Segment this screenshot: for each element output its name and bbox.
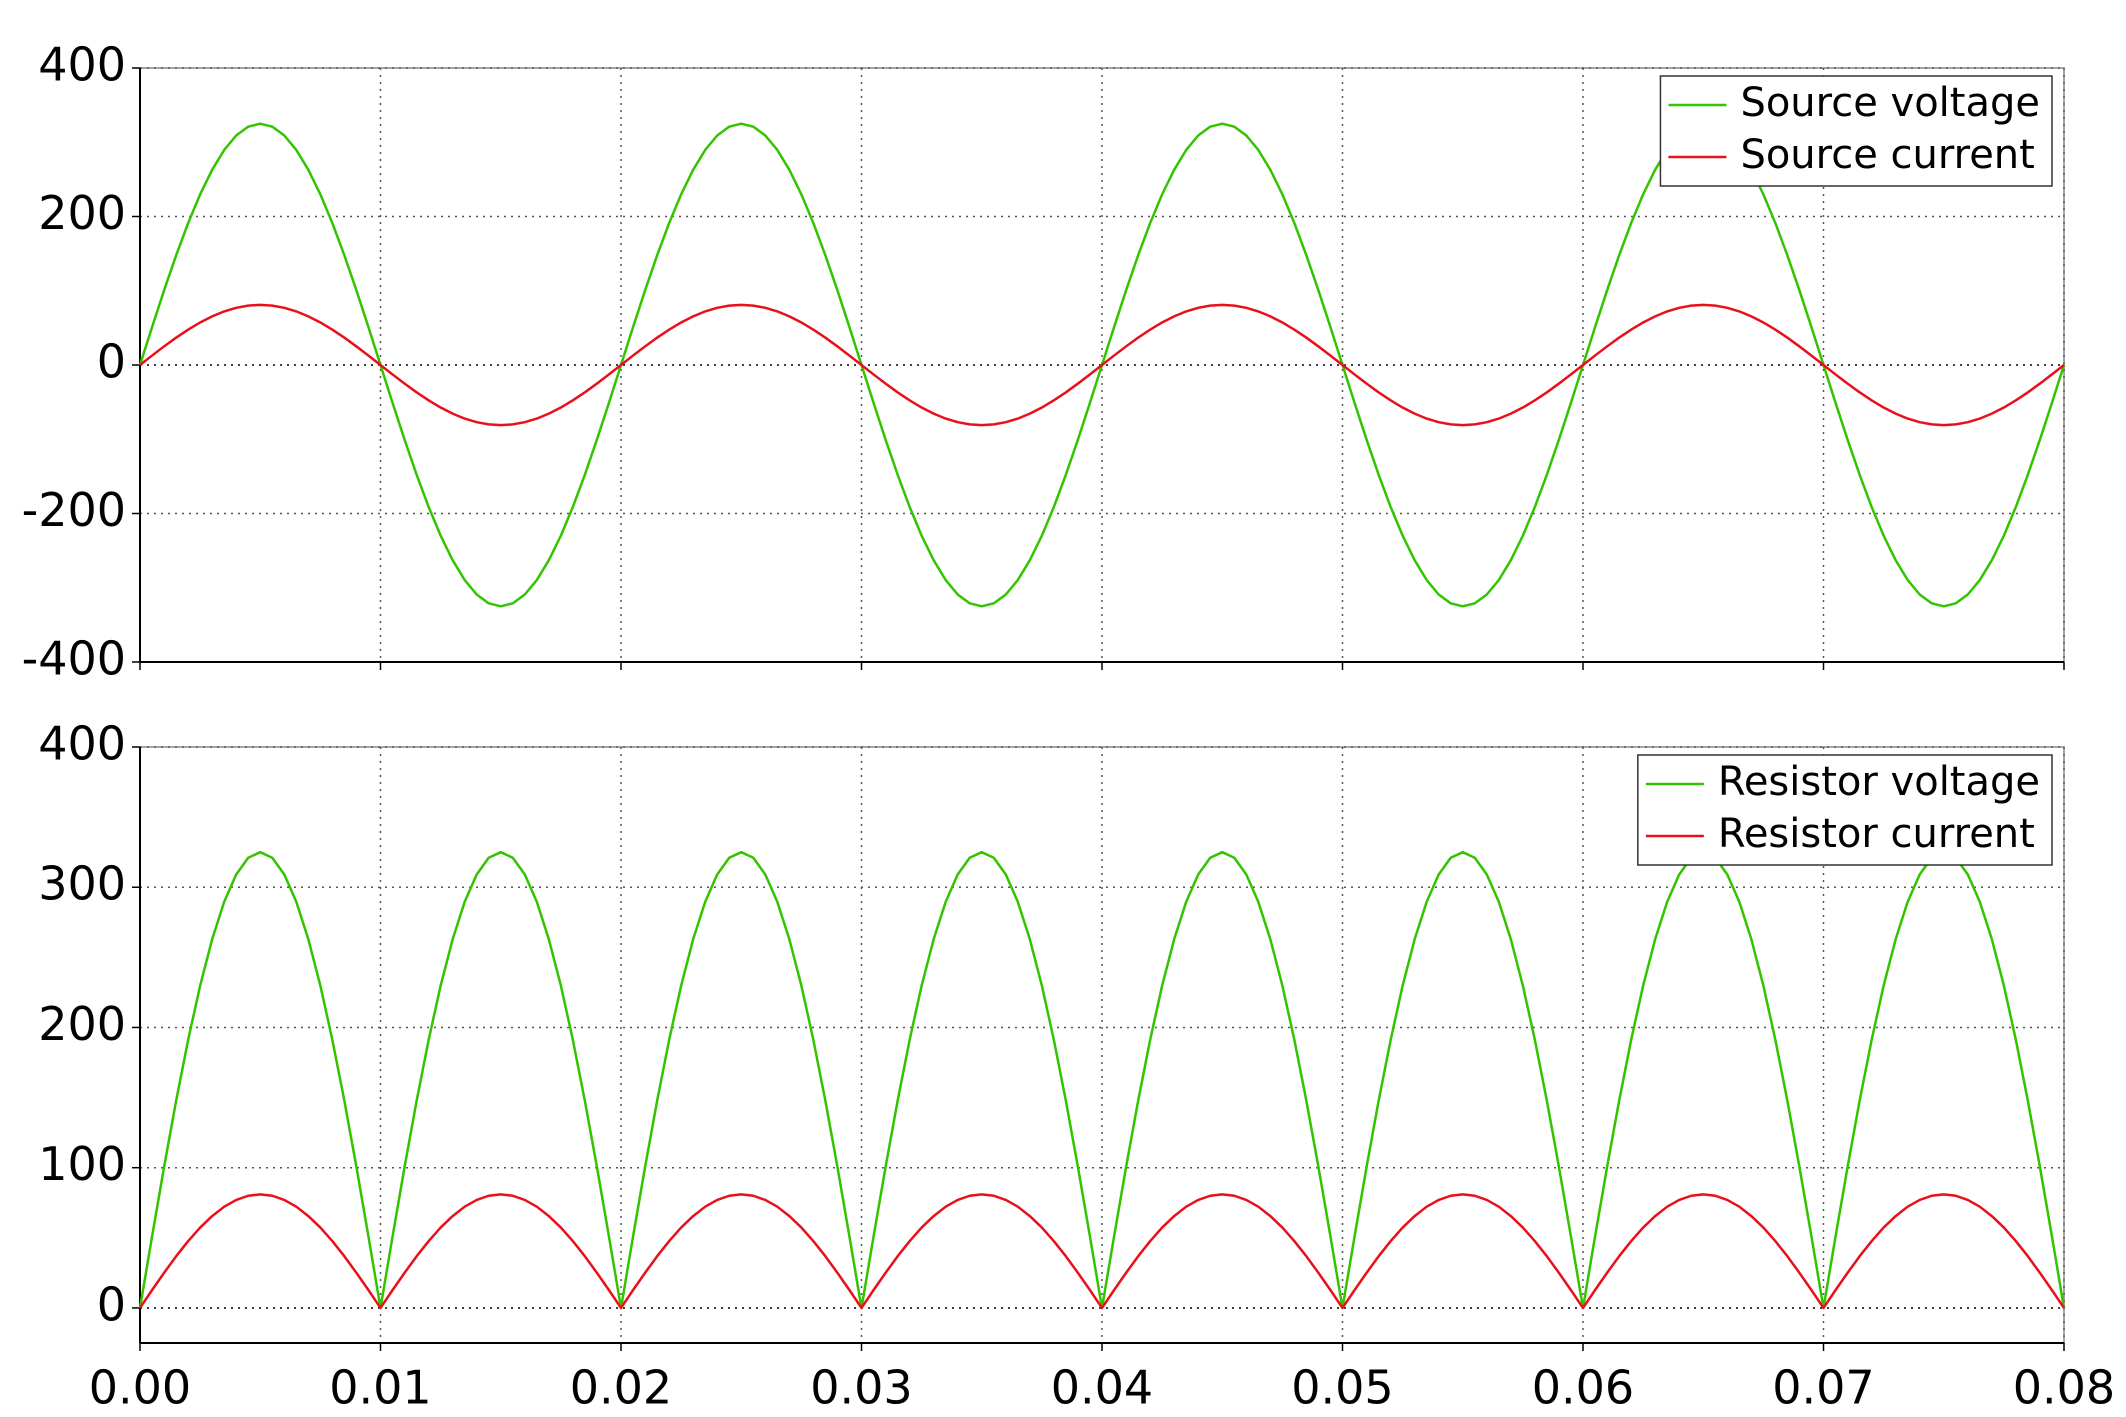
x-tick-label: 0.03 bbox=[810, 1361, 912, 1415]
legend-label: Source current bbox=[1740, 132, 2034, 178]
x-tick-label: 0.00 bbox=[89, 1361, 191, 1415]
x-tick-label: 0.07 bbox=[1772, 1361, 1874, 1415]
x-tick-label: 0.01 bbox=[329, 1361, 431, 1415]
x-tick-label: 0.05 bbox=[1291, 1361, 1393, 1415]
series-line bbox=[138, 1193, 2066, 1310]
x-tick-label: 0.06 bbox=[1532, 1361, 1634, 1415]
y-tick-label: -400 bbox=[22, 632, 126, 686]
y-tick-label: 300 bbox=[38, 857, 126, 911]
legend-label: Source voltage bbox=[1740, 80, 2040, 126]
legend-label: Resistor current bbox=[1718, 811, 2035, 857]
y-tick-label: 200 bbox=[38, 997, 126, 1051]
legend-box bbox=[1637, 754, 2053, 866]
y-tick-label: 200 bbox=[38, 186, 126, 240]
y-tick-label: 400 bbox=[38, 717, 126, 771]
x-tick-label: 0.04 bbox=[1051, 1361, 1153, 1415]
y-tick-label: 0 bbox=[97, 1277, 126, 1331]
x-tick-label: 0.02 bbox=[570, 1361, 672, 1415]
y-tick-label: -200 bbox=[22, 483, 126, 537]
y-tick-label: 0 bbox=[97, 335, 126, 389]
x-tick-label: 0.08 bbox=[2013, 1361, 2115, 1415]
legend-label: Resistor voltage bbox=[1718, 759, 2040, 805]
y-tick-label: 400 bbox=[38, 38, 126, 92]
series-line bbox=[139, 303, 2065, 427]
legend-box bbox=[1659, 75, 2053, 187]
y-tick-label: 100 bbox=[38, 1137, 126, 1191]
